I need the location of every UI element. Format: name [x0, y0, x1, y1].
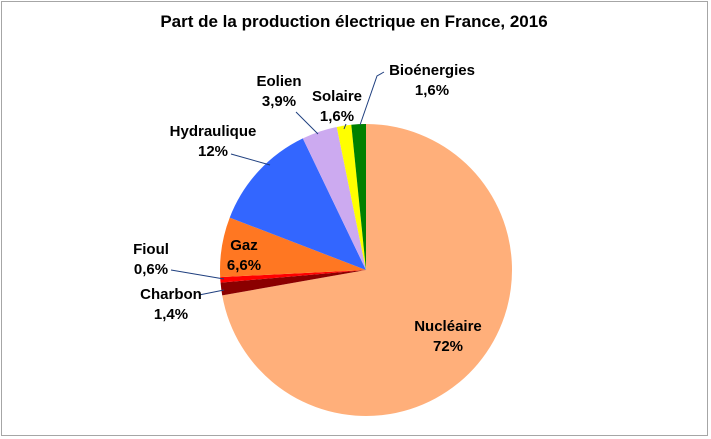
slice-value-solaire: 1,6% — [320, 108, 354, 125]
slice-label-bioenergies: Bioénergies — [389, 62, 475, 79]
leader-line-eolien — [295, 111, 319, 135]
pie-slice-bioenergies — [351, 123, 366, 270]
slice-value-fioul: 0,6% — [134, 261, 168, 278]
slice-value-charbon: 1,4% — [154, 306, 188, 323]
pie-slice-hydraulique — [229, 138, 366, 270]
leader-line-fioul — [170, 269, 225, 280]
leader-line-bioenergies — [359, 71, 385, 126]
slice-label-eolien: Eolien — [256, 73, 301, 90]
slice-label-gaz: Gaz — [230, 237, 258, 254]
slice-label-fioul: Fioul — [133, 241, 169, 258]
pie-slices — [219, 123, 513, 416]
leader-line-solaire — [343, 123, 347, 130]
pie-slice-solaire — [336, 124, 366, 271]
pie-slice-charbon — [220, 270, 366, 296]
chart-title: Part de la production électrique en Fran… — [160, 12, 547, 31]
leader-line-hydraulique — [230, 153, 271, 166]
slice-label-charbon: Charbon — [140, 286, 202, 303]
pie-slice-gaz — [219, 217, 366, 278]
leader-line-charbon — [198, 289, 225, 296]
slice-label-solaire: Solaire — [312, 88, 362, 105]
pie-slice-nucleaire — [222, 124, 513, 416]
slice-value-hydraulique: 12% — [198, 143, 228, 160]
slice-label-nucleaire: Nucléaire — [414, 318, 482, 335]
slice-value-nucleaire: 72% — [433, 338, 463, 355]
slice-value-gaz: 6,6% — [227, 257, 261, 274]
slice-labels: Nucléaire 72% Charbon 1,4% Fioul 0,6% Gaz 6,6% H… — [133, 62, 482, 355]
pie-slice-eolien — [302, 126, 366, 271]
slice-value-bioenergies: 1,6% — [415, 82, 449, 99]
slice-label-hydraulique: Hydraulique — [170, 123, 257, 140]
slice-value-eolien: 3,9% — [262, 93, 296, 110]
leader-lines — [170, 71, 385, 296]
pie-slice-fioul — [220, 270, 366, 283]
